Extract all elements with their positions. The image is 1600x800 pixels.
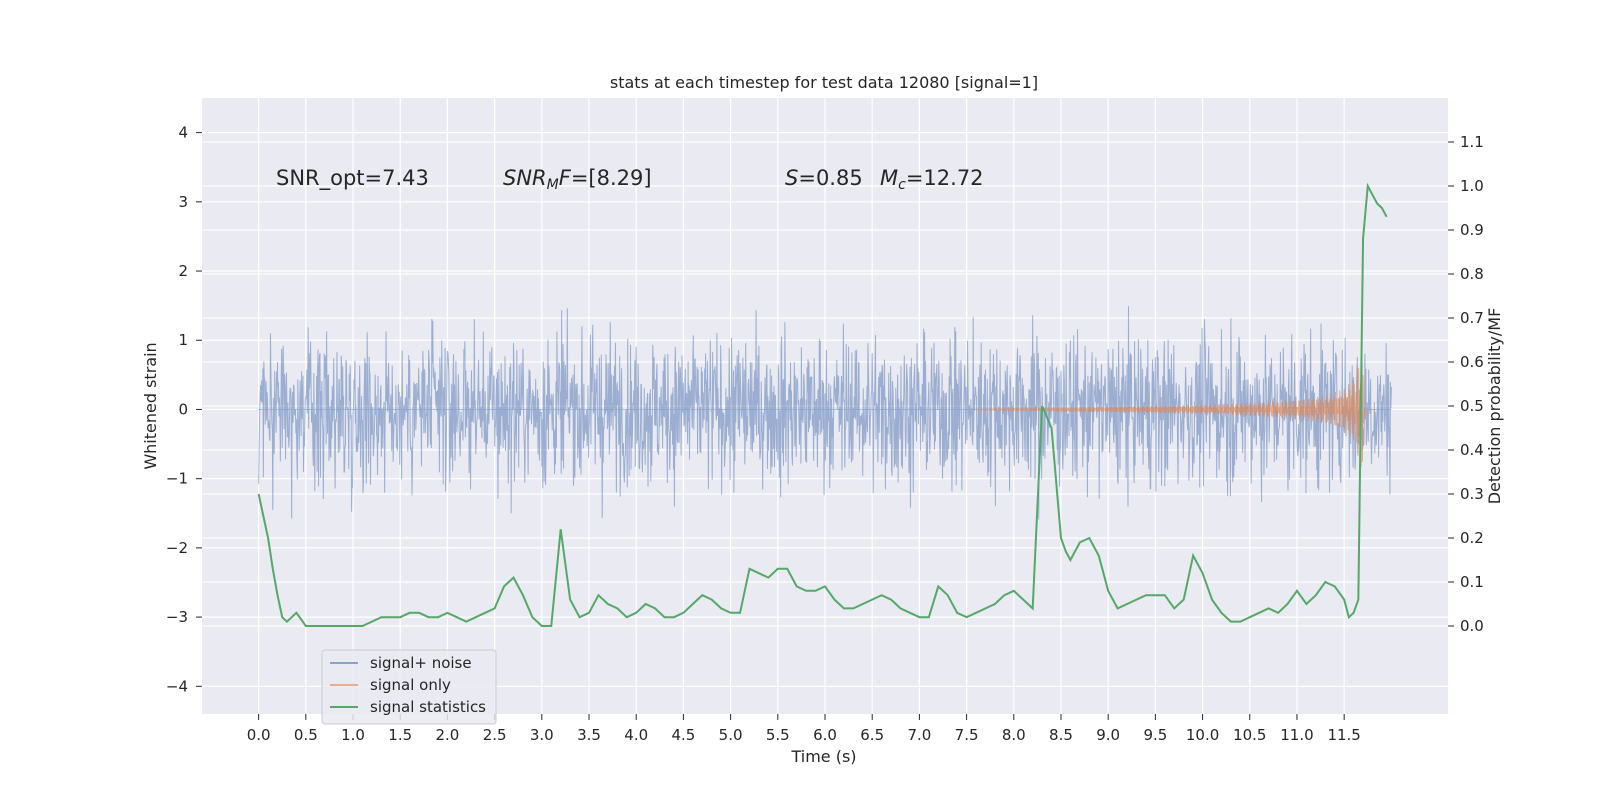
x-tick-label: 5.0	[719, 726, 743, 744]
x-tick-label: 8.5	[1049, 726, 1073, 744]
annotation-snr-opt: SNR_opt=7.43	[276, 166, 429, 191]
x-tick-label: 3.0	[530, 726, 554, 744]
annotation-snr-mf: SNRMF=[8.29]	[503, 166, 652, 193]
y-right-tick-label: 1.1	[1460, 133, 1484, 151]
x-tick-label: 7.0	[907, 726, 931, 744]
y-right-tick-label: 0.6	[1460, 353, 1484, 371]
y-right-tick-label: 0.0	[1460, 617, 1484, 635]
y-left-tick-label: −3	[166, 608, 188, 626]
y-right-tick-label: 1.0	[1460, 177, 1484, 195]
x-tick-label: 11.5	[1327, 726, 1360, 744]
annotation-chirp-mass: Mc=12.72	[880, 166, 984, 193]
y-right-tick-label: 0.9	[1460, 221, 1484, 239]
x-tick-label: 4.5	[671, 726, 695, 744]
x-tick-label: 8.0	[1002, 726, 1026, 744]
x-tick-label: 3.5	[577, 726, 601, 744]
y-right-tick-label: 0.3	[1460, 485, 1484, 503]
y-right-tick-label: 0.5	[1460, 397, 1484, 415]
y-left-tick-label: 2	[178, 262, 188, 280]
x-tick-label: 6.0	[813, 726, 837, 744]
signal-statistics-line	[257, 182, 1388, 627]
y-right-tick-label: 0.8	[1460, 265, 1484, 283]
x-tick-label: 9.5	[1143, 726, 1167, 744]
x-tick-label: 7.5	[955, 726, 979, 744]
y-right-tick-label: 0.2	[1460, 529, 1484, 547]
y-right-tick-label: 0.7	[1460, 309, 1484, 327]
legend-box	[321, 649, 497, 725]
legend-label-signal-only: signal only	[370, 676, 451, 694]
x-tick-label: 9.0	[1096, 726, 1120, 744]
y-left-tick-label: 0	[178, 400, 188, 418]
chart-title: stats at each timestep for test data 120…	[610, 73, 1038, 92]
annotation-s-value: S=0.85	[785, 166, 863, 190]
x-tick-label: 10.5	[1233, 726, 1266, 744]
y-left-tick-label: −1	[166, 470, 188, 488]
x-axis-ticks: 0.0 0.5 1.0 1.5 2.0 2.5 3.0 3.5 4.0 4.5 5.0 5.5 6.0 6…	[247, 714, 1361, 744]
y-left-tick-label: −4	[166, 677, 188, 695]
y-right-tick-label: 0.4	[1460, 441, 1484, 459]
x-tick-label: 11.0	[1280, 726, 1313, 744]
y-right-tick-label: 0.1	[1460, 573, 1484, 591]
signal-only-series	[258, 347, 1392, 467]
legend-label-signal-noise: signal+ noise	[370, 654, 472, 672]
x-tick-label: 4.0	[624, 726, 648, 744]
signal-only-line	[258, 347, 1392, 467]
x-tick-label: 1.5	[388, 726, 412, 744]
x-axis-label: Time (s)	[790, 747, 856, 766]
signal-statistics-series	[257, 182, 1388, 627]
left-y-axis-label: Whitened strain	[141, 342, 160, 469]
y-left-tick-label: −2	[166, 539, 188, 557]
x-tick-label: 0.0	[247, 726, 271, 744]
x-tick-label: 5.5	[766, 726, 790, 744]
right-y-axis-ticks: 1.1 1.0 0.9 0.8 0.7 0.6 0.5 0.4 0.3 0.2 0.1 0.0	[1448, 133, 1484, 635]
x-tick-label: 6.5	[860, 726, 884, 744]
legend: signal+ noise signal only signal statist…	[321, 649, 497, 725]
left-y-axis-ticks: 4 3 2 1 0 −1 −2 −3 −4	[166, 124, 202, 695]
right-y-axis-label: Detection probability/MF	[1485, 308, 1504, 505]
x-tick-label: 10.0	[1186, 726, 1219, 744]
legend-label-signal-statistics: signal statistics	[370, 698, 486, 716]
x-tick-label: 2.5	[483, 726, 507, 744]
y-left-tick-label: 3	[178, 193, 188, 211]
y-left-tick-label: 1	[178, 331, 188, 349]
x-tick-label: 1.0	[341, 726, 365, 744]
x-tick-label: 2.0	[435, 726, 459, 744]
x-tick-label: 0.5	[294, 726, 318, 744]
y-left-tick-label: 4	[178, 124, 188, 142]
